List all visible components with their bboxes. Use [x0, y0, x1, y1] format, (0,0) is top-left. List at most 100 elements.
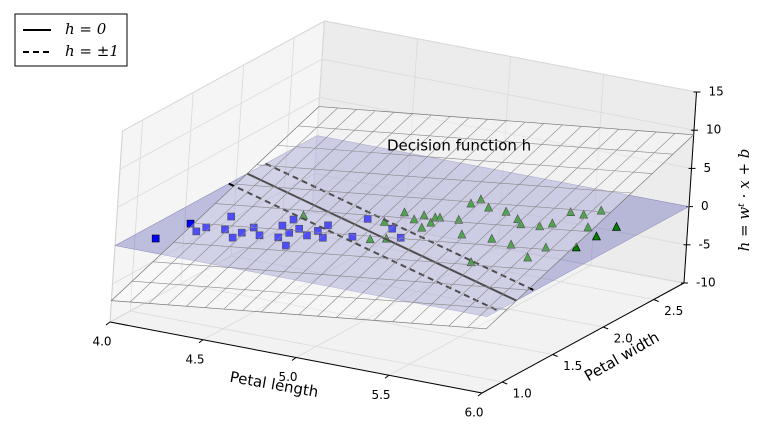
- square-point: [303, 231, 311, 240]
- triangle-point: [417, 222, 427, 232]
- annotation: Decision function h: [387, 137, 531, 155]
- grid-line: [180, 92, 194, 284]
- square-point: [388, 224, 397, 233]
- grid-line: [180, 283, 553, 355]
- z-axis-label: h = wᵗ · x + b: [735, 149, 753, 252]
- grid-line: [129, 119, 144, 312]
- grid-line: [321, 58, 695, 131]
- grid-line: [112, 173, 315, 285]
- triangle-point: [571, 242, 581, 252]
- grid-line: [119, 58, 323, 170]
- legend-label: h = ±1: [65, 42, 119, 60]
- square-point: [192, 227, 201, 236]
- triangle-point: [547, 218, 557, 228]
- z-tick-label: 10: [706, 123, 721, 137]
- grid-line: [295, 247, 499, 358]
- y-tick-label: 2.0: [614, 332, 633, 346]
- y-tick-label: 1.5: [563, 359, 582, 373]
- grid-line: [130, 310, 503, 383]
- x-tick-label: 5.0: [278, 370, 297, 384]
- surface-grid: [152, 261, 528, 291]
- square-point: [221, 225, 229, 234]
- legend: h = 0 h = ±1: [14, 13, 128, 67]
- surface-grid: [132, 280, 507, 310]
- z-tick-label: -5: [699, 237, 711, 251]
- legend-label: h = 0: [65, 20, 107, 38]
- x-tick: [105, 321, 111, 326]
- z-axis: [683, 91, 697, 284]
- triangle-point: [487, 233, 497, 243]
- x-axis: [109, 321, 483, 394]
- z-tick-label: 15: [709, 85, 724, 99]
- triangle-point: [579, 209, 589, 219]
- x-axis-label: Petal length: [228, 368, 319, 401]
- surface-grid: [277, 145, 653, 174]
- surface-grid: [235, 183, 611, 213]
- square-point: [314, 227, 322, 235]
- grid-line: [117, 97, 320, 208]
- triangle-point: [612, 221, 621, 231]
- surface-grid: [256, 164, 632, 194]
- surface-grid: [194, 222, 570, 252]
- plot: [110, 106, 695, 330]
- x-tick-label: 6.0: [464, 406, 483, 420]
- z-tick-label: 0: [701, 199, 709, 213]
- square-point: [282, 241, 290, 250]
- square-point: [274, 233, 283, 242]
- triangle-point: [523, 252, 533, 262]
- grid-line: [281, 37, 295, 229]
- surface-grid: [215, 203, 590, 233]
- y-tick-label: 1.0: [513, 387, 532, 401]
- grid-line: [122, 20, 325, 132]
- square-point: [289, 215, 298, 224]
- grid-line: [311, 211, 685, 284]
- square-point: [228, 233, 237, 242]
- grid-line: [109, 211, 313, 323]
- triangle-point: [454, 214, 464, 224]
- x-tick-label: 5.5: [371, 388, 390, 402]
- y-tick: [552, 354, 558, 357]
- triangle-point: [506, 239, 516, 249]
- grid-line: [231, 255, 604, 328]
- grid-line: [202, 229, 406, 341]
- square-point: [396, 233, 405, 242]
- triangle-point: [591, 231, 601, 241]
- triangle-point: [466, 257, 476, 267]
- x-tick-label: 4.0: [92, 335, 111, 349]
- triangle-point: [365, 234, 375, 244]
- y-tick: [502, 381, 508, 385]
- y-tick: [653, 299, 659, 302]
- x-tick: [291, 357, 297, 361]
- square-point: [278, 221, 287, 230]
- square-point: [295, 224, 303, 233]
- grid-line: [281, 228, 654, 300]
- y-tick: [603, 326, 609, 330]
- z-tick-label: 5: [704, 161, 712, 175]
- legend-box: [14, 13, 128, 67]
- square-point: [348, 232, 357, 241]
- square-point: [319, 233, 327, 242]
- triangle-point: [466, 198, 476, 208]
- x-tick: [477, 392, 483, 397]
- grid-line: [311, 20, 325, 213]
- square-point: [227, 212, 235, 221]
- triangle-point: [516, 219, 526, 229]
- triangle-point: [583, 222, 593, 232]
- z-tick-label: -10: [696, 276, 716, 290]
- triangle-point: [513, 214, 523, 224]
- triangle-point: [426, 217, 436, 227]
- x-tick: [198, 339, 204, 344]
- grid-line: [324, 20, 697, 93]
- grid-line: [388, 264, 592, 376]
- square-point: [237, 228, 246, 237]
- grid-line: [497, 56, 511, 248]
- square-point: [255, 231, 264, 240]
- triangle-point: [435, 212, 445, 222]
- square-point: [324, 221, 332, 230]
- x-tick-label: 4.5: [185, 352, 204, 366]
- x-tick: [384, 374, 390, 379]
- y-tick-label: 2.5: [664, 304, 683, 318]
- triangle-point: [596, 205, 606, 215]
- surface-grid: [298, 125, 673, 155]
